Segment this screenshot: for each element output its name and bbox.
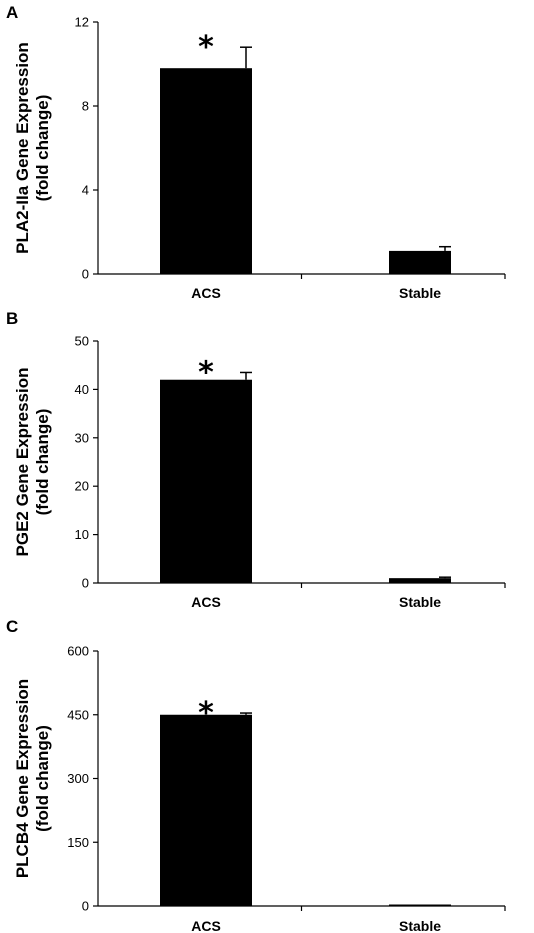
panel-letter: A <box>6 3 18 22</box>
y-tick-label: 10 <box>75 527 89 542</box>
x-category-label: Stable <box>399 918 441 933</box>
bar-stable <box>389 578 451 583</box>
x-category-label: Stable <box>399 285 441 301</box>
y-tick-label: 8 <box>82 99 89 114</box>
y-axis-title-line: PGE2 Gene Expression <box>13 368 32 557</box>
significance-asterisk: * <box>198 355 214 390</box>
y-axis-title-line: (fold change) <box>33 725 52 832</box>
y-tick-label: 300 <box>67 771 89 786</box>
y-axis-title-line: (fold change) <box>33 409 52 516</box>
x-category-label: ACS <box>191 918 221 933</box>
significance-asterisk: * <box>198 696 214 731</box>
bar-acs <box>160 379 252 583</box>
bar-stable <box>389 250 451 274</box>
y-tick-label: 12 <box>75 15 89 30</box>
y-tick-label: 40 <box>75 382 89 397</box>
panel-letter: C <box>6 617 18 636</box>
bar-acs <box>160 714 252 906</box>
y-tick-label: 0 <box>82 267 89 282</box>
y-tick-label: 0 <box>82 899 89 914</box>
y-tick-label: 30 <box>75 430 89 445</box>
y-axis-title-line: PLA2-IIa Gene Expression <box>13 42 32 254</box>
y-tick-label: 50 <box>75 334 89 349</box>
bar-acs <box>160 68 252 274</box>
y-tick-label: 600 <box>67 644 89 659</box>
x-category-label: Stable <box>399 594 441 610</box>
y-axis-title-line: PLCB4 Gene Expression <box>13 679 32 878</box>
y-tick-label: 150 <box>67 835 89 850</box>
x-category-label: ACS <box>191 285 221 301</box>
y-axis-title-line: (fold change) <box>33 95 52 202</box>
y-tick-label: 0 <box>82 576 89 591</box>
significance-asterisk: * <box>198 30 214 65</box>
x-category-label: ACS <box>191 594 221 610</box>
bar-stable <box>389 904 451 906</box>
y-tick-label: 20 <box>75 479 89 494</box>
y-tick-label: 4 <box>82 183 89 198</box>
y-tick-label: 450 <box>67 707 89 722</box>
panel-letter: B <box>6 309 18 328</box>
